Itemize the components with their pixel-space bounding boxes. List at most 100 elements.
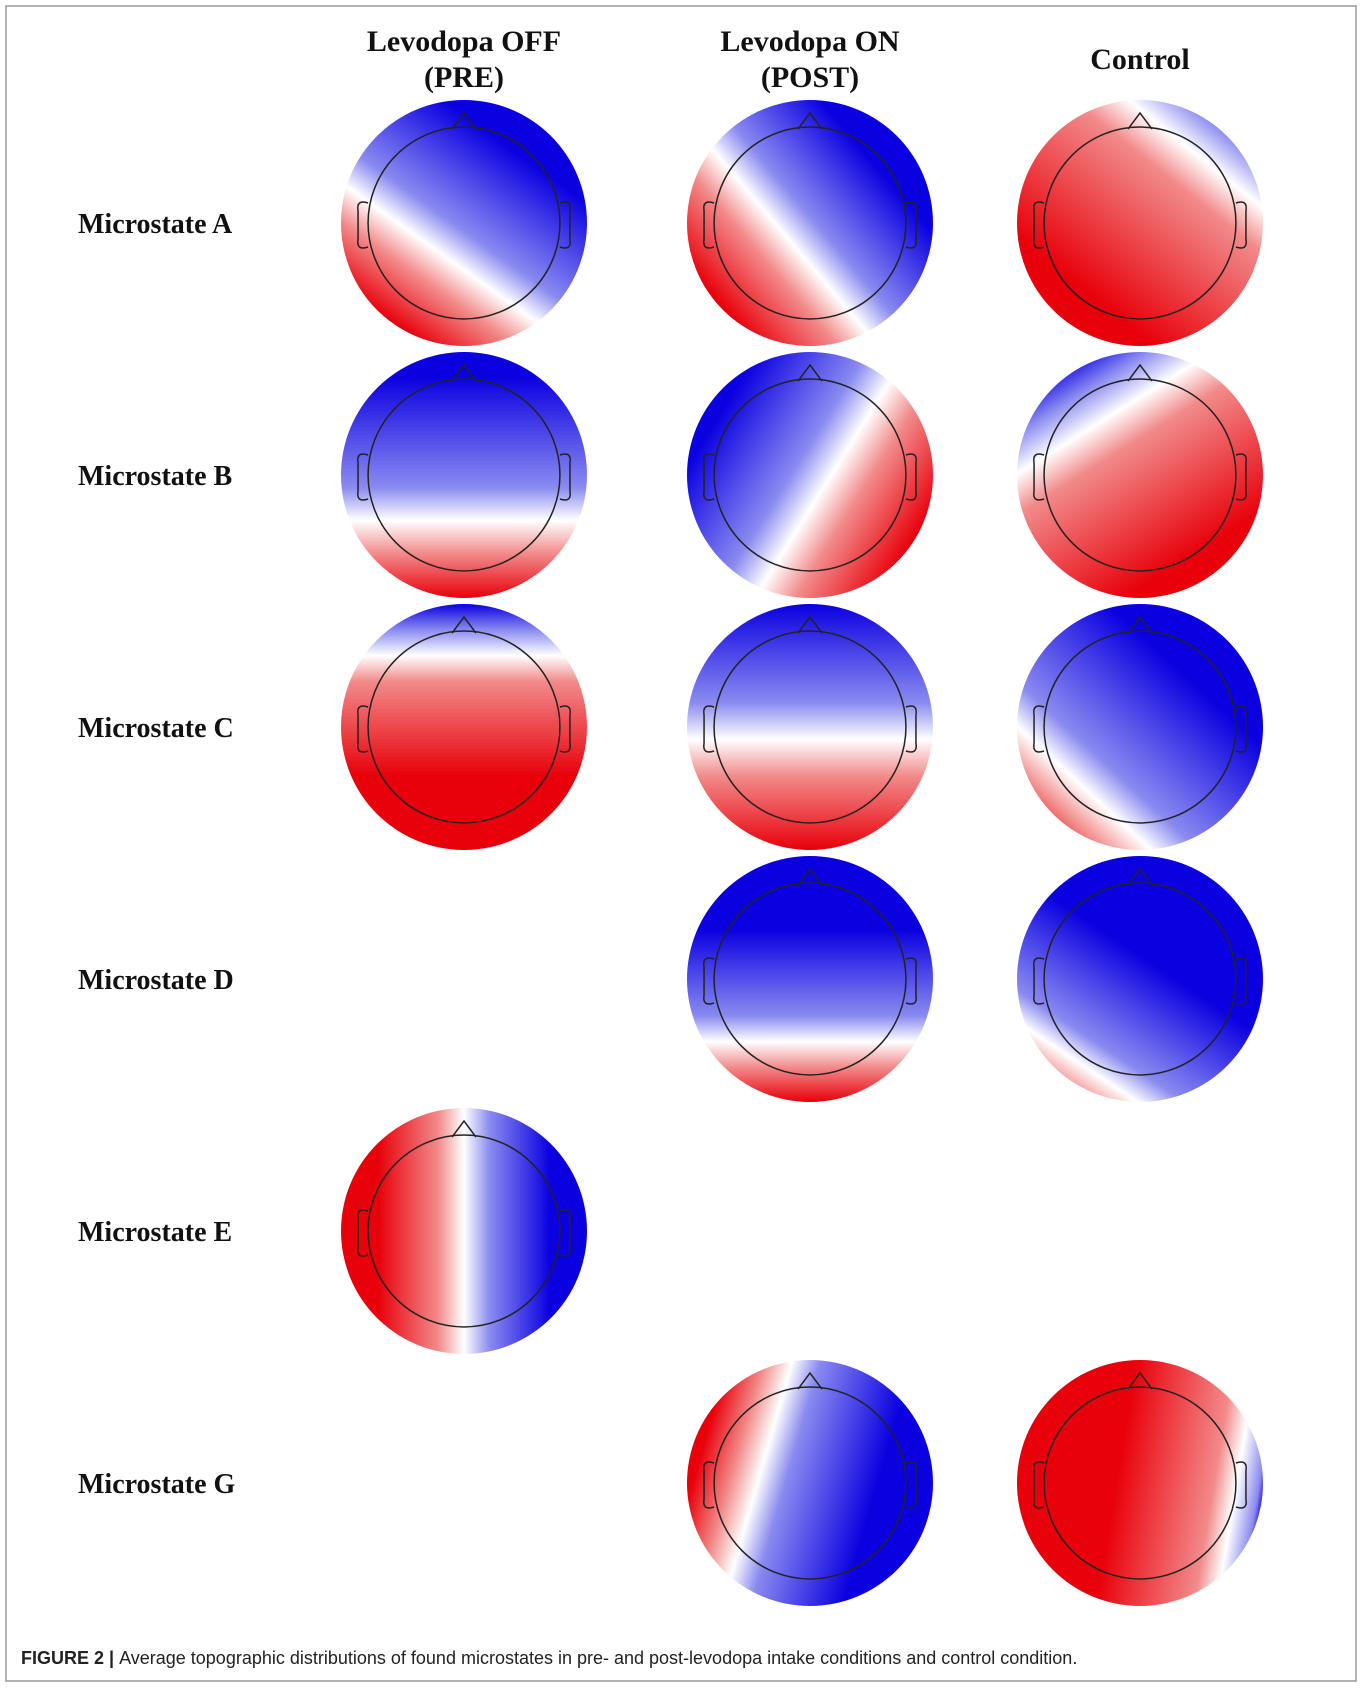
column-header: Levodopa ON [720,25,900,58]
nose [451,111,477,130]
topographic-map [341,1108,587,1354]
ear [1033,453,1045,501]
column-header: (POST) [761,61,859,94]
topographic-map [1017,100,1263,346]
nose [797,363,823,382]
head-outline [1043,882,1237,1076]
head-outline [713,378,907,572]
ear [1033,705,1045,753]
ear [1235,957,1247,1005]
caption: FIGURE 2 | Average topographic distributi… [21,1648,1077,1668]
nose [797,867,823,886]
map-disc [687,100,933,346]
topographic-map [1017,604,1263,850]
map-disc [687,352,933,598]
caption-label: FIGURE 2 | [21,1648,114,1668]
column-header: Levodopa OFF [367,25,561,58]
ear [703,1461,715,1509]
nose [797,615,823,634]
topographic-map [687,1360,933,1606]
row-label: Microstate D [78,965,234,996]
ear [357,201,369,249]
row-label: Microstate C [78,713,234,744]
row-label: Microstate B [78,461,232,492]
nose [451,615,477,634]
topographic-map [341,352,587,598]
map-disc [1017,100,1263,346]
ear [703,957,715,1005]
ear [905,453,917,501]
head-outline [713,882,907,1076]
map-disc [687,604,933,850]
head-outline [367,126,561,320]
map-disc [1017,1360,1263,1606]
head-outline [1043,126,1237,320]
topographic-map [341,604,587,850]
ear [559,705,571,753]
ear [703,201,715,249]
topographic-map [687,100,933,346]
ear [357,453,369,501]
row-label: Microstate E [78,1217,232,1248]
map-disc [1017,352,1263,598]
head-outline [1043,630,1237,824]
ear [559,453,571,501]
ear [357,1209,369,1257]
map-disc [687,856,933,1102]
column-header: Control [1090,43,1189,76]
nose [1127,615,1153,634]
ear [1235,201,1247,249]
nose [1127,867,1153,886]
map-disc [341,604,587,850]
head-outline [713,126,907,320]
row-label: Microstate G [78,1469,236,1500]
map-disc [1017,604,1263,850]
map-disc [341,1108,587,1354]
ear [703,453,715,501]
map-disc [341,352,587,598]
head-outline [367,1134,561,1328]
nose [451,1119,477,1138]
head-outline [367,630,561,824]
ear [1235,453,1247,501]
head-outline [713,1386,907,1580]
ear [1235,705,1247,753]
topographic-map [1017,352,1263,598]
ear [357,705,369,753]
nose [1127,111,1153,130]
nose [797,1371,823,1390]
head-outline [713,630,907,824]
head-outline [367,378,561,572]
ear [905,705,917,753]
nose [1127,363,1153,382]
caption-text: Average topographic distributions of fou… [119,1648,1077,1668]
map-disc [1017,856,1263,1102]
ear [1033,957,1045,1005]
topographic-map [687,856,933,1102]
row-label: Microstate A [78,209,233,240]
ear [905,1461,917,1509]
ear [559,1209,571,1257]
map-disc [687,1360,933,1606]
column-header: (PRE) [424,61,504,94]
ear [1235,1461,1247,1509]
nose [797,111,823,130]
ear [1033,201,1045,249]
topographic-map [1017,856,1263,1102]
ear [905,957,917,1005]
topographic-map [341,100,587,346]
nose [451,363,477,382]
head-outline [1043,378,1237,572]
topographic-map [687,604,933,850]
head-outline [1043,1386,1237,1580]
topographic-map [1017,1360,1263,1606]
ear [1033,1461,1045,1509]
nose [1127,1371,1153,1390]
topographic-map [687,352,933,598]
ear [703,705,715,753]
ear [905,201,917,249]
map-disc [341,100,587,346]
ear [559,201,571,249]
